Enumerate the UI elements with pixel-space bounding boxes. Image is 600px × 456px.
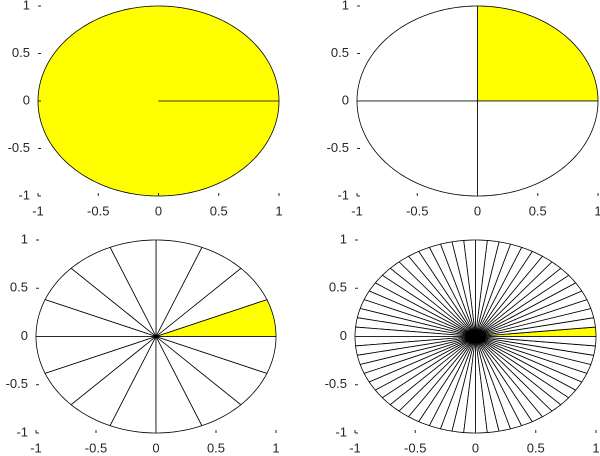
pie-wedge [109, 336, 157, 434]
y-tick-label: -0.5 [8, 140, 30, 155]
y-tick-label: -0.5 [327, 140, 349, 155]
pie-wedge [477, 5, 599, 102]
y-tick-label: 0 [23, 92, 30, 107]
y-tick-label: 0.5 [10, 280, 28, 295]
x-tick-label: 1 [275, 203, 282, 218]
y-tick-label: -1 [16, 424, 28, 439]
pie-wedge [109, 239, 157, 337]
y-tick-label: -1 [337, 187, 349, 202]
pie-wedge [37, 5, 280, 197]
pie-wedge [35, 336, 157, 374]
x-tick-label: -1 [349, 440, 361, 455]
pie-wedge [44, 267, 157, 337]
pie-wedge [155, 267, 268, 337]
y-tick-label: 0 [342, 92, 349, 107]
pie-wedge [155, 336, 242, 427]
x-tick-label: 0 [474, 203, 481, 218]
x-tick-label: -1 [32, 203, 44, 218]
y-tick-label: 0 [21, 328, 28, 343]
x-tick-label: 0.5 [210, 203, 228, 218]
y-tick-label: -0.5 [6, 376, 28, 391]
y-tick-label: 0.5 [331, 45, 349, 60]
x-tick-label: 1 [594, 203, 600, 218]
x-tick-label: -0.5 [406, 203, 428, 218]
y-tick-label: 0.5 [12, 45, 30, 60]
x-tick-label: 0.5 [529, 203, 547, 218]
pie-wedge [356, 5, 478, 102]
pie-wedge [155, 336, 268, 406]
x-tick-label: 1 [272, 440, 279, 455]
y-tick-label: 0.5 [329, 280, 347, 295]
x-tick-label: 0.5 [527, 440, 545, 455]
y-tick-label: 1 [340, 231, 347, 246]
x-tick-label: 0.5 [207, 440, 225, 455]
x-tick-label: -0.5 [87, 203, 109, 218]
y-tick-label: 0 [340, 328, 347, 343]
pie-wedge [35, 299, 157, 337]
pie-wedge [475, 336, 597, 347]
x-tick-label: 0 [155, 203, 162, 218]
pie-wedge [70, 246, 157, 337]
x-tick-label: -0.5 [85, 440, 107, 455]
x-tick-label: 1 [592, 440, 599, 455]
pie-wedge [70, 336, 157, 427]
y-tick-label: 1 [342, 0, 349, 12]
pie-wedge [155, 239, 203, 337]
pie-wedge [155, 246, 242, 337]
x-tick-label: -0.5 [404, 440, 426, 455]
y-tick-label: -1 [335, 424, 347, 439]
pie-wedge [44, 336, 157, 406]
y-tick-label: 1 [23, 0, 30, 12]
pie-wedge [155, 336, 203, 434]
x-tick-label: -1 [30, 440, 42, 455]
y-tick-label: -1 [18, 187, 30, 202]
pie-wedge [155, 299, 277, 337]
pie-wedge [356, 100, 478, 197]
pie-wedge [155, 336, 277, 374]
x-tick-label: 0 [472, 440, 479, 455]
y-tick-label: -0.5 [325, 376, 347, 391]
x-tick-label: 0 [152, 440, 159, 455]
x-tick-label: -1 [351, 203, 363, 218]
pie-wedge [477, 100, 599, 197]
y-tick-label: 1 [21, 231, 28, 246]
